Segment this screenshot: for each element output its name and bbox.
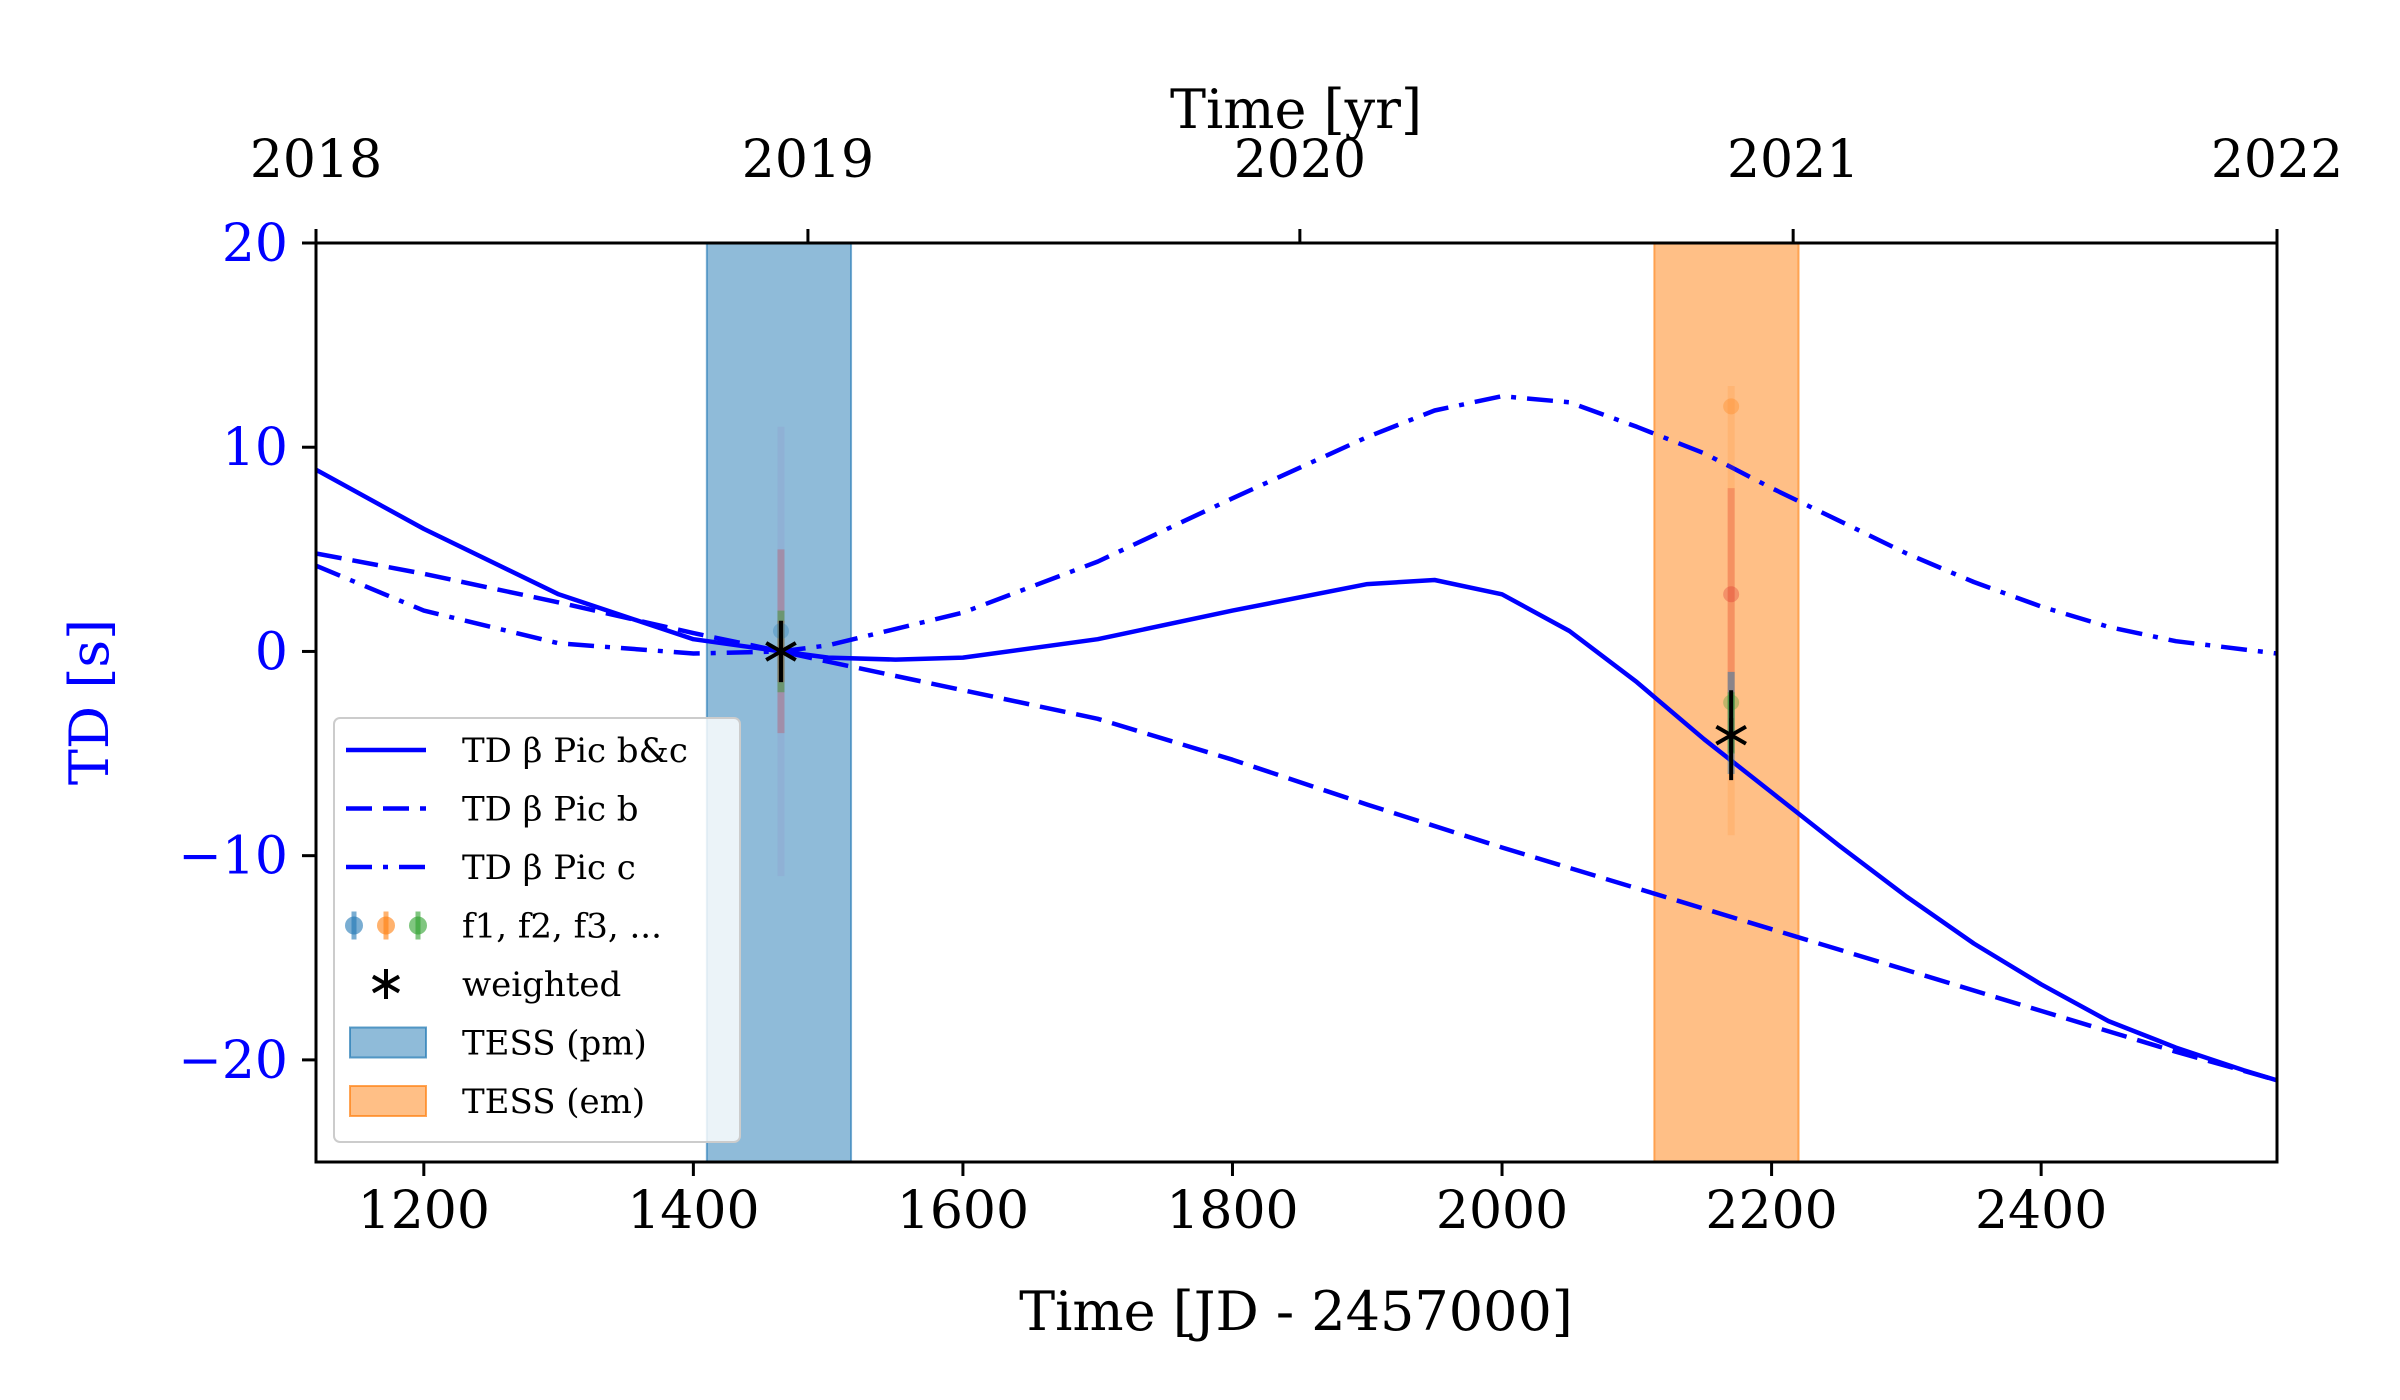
top-x-tick-label: 2019 (742, 130, 874, 190)
legend-point-handle (345, 916, 363, 935)
frequency-point (1723, 586, 1740, 603)
top-x-tick-label: 2020 (1234, 130, 1366, 190)
top-x-tick-label: 2018 (250, 130, 382, 190)
tess-span-1 (1653, 243, 1800, 1162)
legend-point-handle (377, 916, 395, 935)
x-tick-label: 1600 (897, 1181, 1029, 1241)
plot-frame (314, 241, 2279, 1164)
x-tick-label: 1400 (627, 1181, 759, 1241)
legend-patch-handle (349, 1085, 427, 1117)
weighted-point-0 (765, 634, 797, 669)
frequency-point (1723, 398, 1740, 415)
y-tick-label: −20 (178, 1031, 288, 1091)
legend-entry-label: f1, f2, f3, ... (462, 907, 662, 947)
x-tick-label: 1800 (1166, 1181, 1298, 1241)
top-x-tick-label: 2022 (2211, 130, 2343, 190)
left-y-axis: 20 10 0 −10 −20 (178, 214, 316, 1091)
y-tick-label: 0 (255, 622, 288, 682)
star-stroke (371, 974, 401, 994)
legend-entry-label: TD β Pic b&c (462, 731, 688, 771)
legend-entry-label: weighted (462, 965, 621, 1005)
tess-spans (705, 243, 1800, 1162)
series-line-2 (316, 393, 2277, 656)
star-stroke (765, 641, 797, 662)
star-stroke (1715, 724, 1747, 746)
x-tick-label: 2400 (1975, 1181, 2107, 1241)
weighted-point-1 (1715, 718, 1747, 753)
legend-patch-handle (349, 1026, 427, 1059)
top-x-axis-label: Time [yr] (1170, 78, 1422, 141)
x-tick-label: 2000 (1436, 1181, 1568, 1241)
legend-entry-label: TD β Pic b (462, 790, 639, 830)
legend-entry-label: TD β Pic c (462, 848, 636, 888)
legend-entry-label: TESS (em) (462, 1082, 645, 1122)
top-x-axis: 2018 2019 2020 2021 2022 (250, 130, 2343, 243)
legend-entry-label: TESS (pm) (462, 1024, 647, 1064)
legend: TD β Pic b&c TD β Pic b TD β Pic c f1, f2, … (333, 717, 741, 1143)
y-tick-label: 10 (222, 418, 288, 478)
x-tick-label: 2200 (1705, 1181, 1837, 1241)
x-tick-label: 1200 (358, 1181, 490, 1241)
legend-box (333, 717, 741, 1143)
series-line-1 (316, 551, 2277, 1083)
y-tick-label: 20 (222, 214, 288, 274)
top-x-tick-label: 2021 (1727, 130, 1859, 190)
legend-star-handle (371, 969, 401, 999)
legend-point-handle (409, 916, 427, 935)
y-axis-label: TD [s] (58, 619, 121, 785)
y-tick-label: −10 (178, 827, 288, 887)
x-axis-label: Time [JD - 2457000] (1019, 1280, 1573, 1343)
weighted-points (765, 385, 1747, 877)
bottom-x-axis: 1200 1400 1600 1800 2000 2200 2400 (358, 1162, 2107, 1241)
